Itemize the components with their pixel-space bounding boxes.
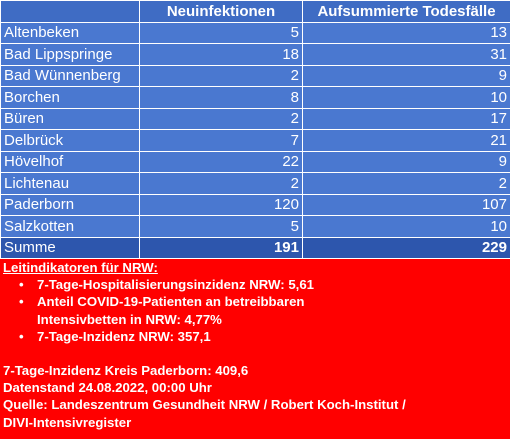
bullet-icon: • [19,328,24,344]
header-cumulative-deaths: Aufsummierte Todesfälle [302,0,510,23]
deaths-cell: 2 [302,172,510,195]
table-row: Büren 2 17 [0,107,510,130]
new-infections-cell: 18 [139,43,303,66]
district-incidence: 7-Tage-Inzidenz Kreis Paderborn: 409,6 [3,363,249,379]
source-line: Quelle: Landeszentrum Gesundheit NRW / R… [3,397,406,413]
spacer [3,345,507,362]
table-row: Salzkotten 5 10 [0,215,510,238]
new-infections-cell: 120 [139,193,303,216]
new-infections-cell: 8 [139,86,303,109]
table-row: Altenbeken 5 13 [0,21,510,44]
header-new-infections: Neuinfektionen [139,0,303,23]
municipality-cell: Delbrück [0,129,140,152]
deaths-cell: 10 [302,86,510,109]
municipality-cell: Lichtenau [0,172,140,195]
indicator-text: 7-Tage-Hospitalisierungsinzidenz NRW: 5,… [37,277,314,293]
municipality-cell: Hövelhof [0,150,140,173]
deaths-cell: 10 [302,215,510,238]
table-header-row: Neuinfektionen Aufsummierte Todesfälle [0,0,510,23]
new-infections-cell: 7 [139,129,303,152]
total-deaths: 229 [302,236,510,259]
indicator-text-continued: Intensivbetten in NRW: 4,77% [37,311,222,327]
indicator-text: 7-Tage-Inzidenz NRW: 357,1 [37,328,211,344]
indicator-panel: Leitindikatoren für NRW: • 7-Tage-Hospit… [0,259,510,439]
new-infections-cell: 2 [139,107,303,130]
municipality-cell: Salzkotten [0,215,140,238]
table-row: Hövelhof 22 9 [0,150,510,173]
municipality-cell: Borchen [0,86,140,109]
deaths-cell: 9 [302,64,510,87]
table-row: Bad Wünnenberg 2 9 [0,64,510,87]
table-row: Bad Lippspringe 18 31 [0,43,510,66]
municipality-cell: Bad Lippspringe [0,43,140,66]
header-municipality [0,0,140,23]
bullet-icon: • [19,294,24,310]
new-infections-cell: 2 [139,64,303,87]
bullet-icon: • [19,277,24,293]
indicator-text: Anteil COVID-19-Patienten an betreibbare… [37,294,305,310]
deaths-cell: 13 [302,21,510,44]
new-infections-cell: 5 [139,21,303,44]
table-total-row: Summe 191 229 [0,236,510,259]
list-item: • 7-Tage-Hospitalisierungsinzidenz NRW: … [19,276,507,293]
deaths-cell: 9 [302,150,510,173]
municipality-cell: Paderborn [0,193,140,216]
new-infections-cell: 2 [139,172,303,195]
municipality-cell: Altenbeken [0,21,140,44]
infection-table: Neuinfektionen Aufsummierte Todesfälle A… [0,0,510,259]
table-row: Delbrück 7 21 [0,129,510,152]
new-infections-cell: 22 [139,150,303,173]
total-label: Summe [0,236,140,259]
indicator-heading: Leitindikatoren für NRW: [3,260,158,275]
total-new-infections: 191 [139,236,303,259]
list-item: • 7-Tage-Inzidenz NRW: 357,1 [19,328,507,345]
indicator-list: • 7-Tage-Hospitalisierungsinzidenz NRW: … [3,276,507,345]
table-row: Paderborn 120 107 [0,193,510,216]
deaths-cell: 17 [302,107,510,130]
deaths-cell: 31 [302,43,510,66]
deaths-cell: 21 [302,129,510,152]
municipality-cell: Bad Wünnenberg [0,64,140,87]
table-row: Lichtenau 2 2 [0,172,510,195]
source-line-continued: DIVI-Intensivregister [3,414,132,430]
table-row: Borchen 8 10 [0,86,510,109]
municipality-cell: Büren [0,107,140,130]
list-item: • Anteil COVID-19-Patienten an betreibba… [19,293,507,327]
data-status: Datenstand 24.08.2022, 00:00 Uhr [3,380,212,396]
deaths-cell: 107 [302,193,510,216]
new-infections-cell: 5 [139,215,303,238]
